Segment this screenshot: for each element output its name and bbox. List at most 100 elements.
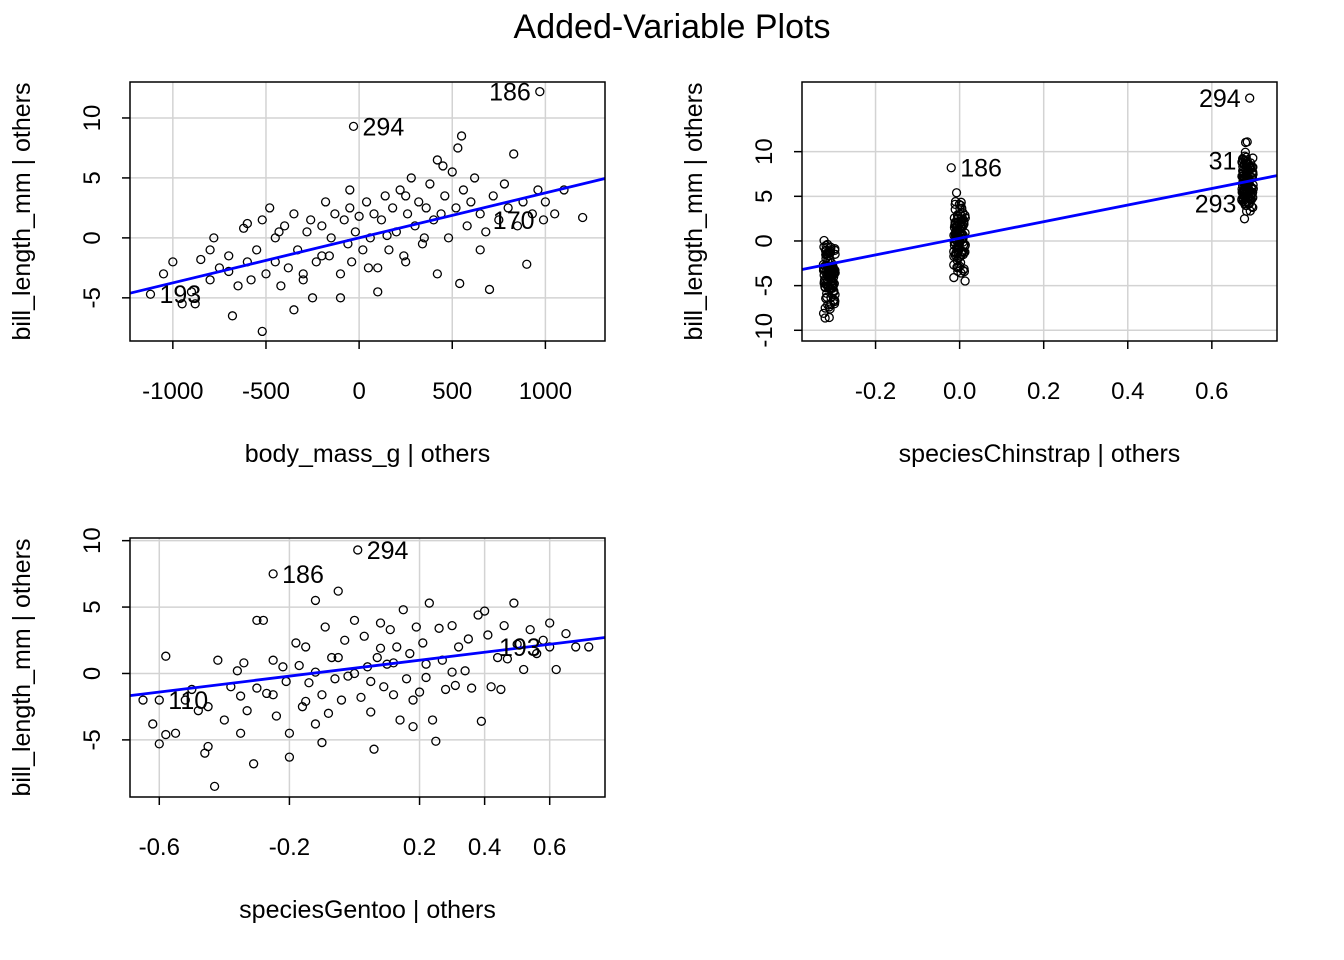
data-point: [209, 233, 219, 243]
plot-frame: [129, 537, 606, 798]
data-point: [375, 643, 386, 653]
data-point: [447, 621, 457, 631]
data-point: [345, 185, 355, 195]
data-point: [405, 648, 415, 659]
data-point: [824, 269, 834, 280]
data-point: [177, 299, 187, 309]
data-point: [354, 211, 364, 221]
data-point: [361, 197, 372, 207]
data-point: [353, 545, 363, 555]
data-point: [376, 215, 387, 225]
data-point: [301, 642, 311, 652]
data-point: [268, 690, 278, 700]
y-tick-label: 5: [751, 190, 778, 203]
plot-frame: [129, 81, 606, 342]
point-label: 294: [1199, 85, 1241, 113]
data-point: [193, 706, 203, 716]
y-tick-label: 10: [79, 105, 106, 132]
data-point: [268, 655, 278, 665]
data-point: [1242, 159, 1253, 169]
data-point: [406, 173, 416, 183]
data-point: [522, 259, 532, 269]
data-point: [540, 197, 551, 207]
x-tick-label: 0.4: [468, 834, 501, 861]
data-point: [545, 618, 555, 628]
data-point: [959, 216, 969, 227]
data-point: [456, 131, 467, 141]
data-point: [502, 654, 513, 664]
data-point: [451, 203, 461, 213]
data-point: [304, 678, 314, 688]
data-point: [301, 696, 311, 707]
data-point: [252, 683, 262, 693]
data-point: [402, 209, 413, 219]
data-point: [475, 245, 485, 255]
data-point: [289, 305, 299, 315]
data-point: [310, 595, 321, 606]
data-point: [481, 227, 491, 237]
data-point: [373, 287, 383, 297]
data-point: [388, 690, 399, 700]
data-point: [235, 691, 246, 701]
point-label: 186: [489, 79, 531, 107]
data-point: [408, 721, 418, 732]
data-point: [584, 642, 594, 652]
data-point: [180, 695, 190, 705]
x-tick-label: 0.2: [403, 834, 436, 861]
y-tick-label: 10: [751, 138, 778, 165]
y-axis-title: bill_length_mm | others: [8, 82, 36, 340]
data-point: [252, 615, 262, 625]
data-point: [512, 221, 523, 231]
data-point: [252, 245, 262, 255]
data-point: [453, 642, 464, 652]
data-point: [294, 660, 304, 671]
data-point: [551, 664, 561, 675]
data-point: [483, 630, 493, 640]
data-point: [205, 275, 215, 285]
data-point: [190, 299, 200, 309]
data-point: [317, 221, 327, 231]
data-point: [499, 179, 510, 189]
data-point: [233, 281, 243, 291]
data-point: [825, 304, 835, 314]
data-point: [358, 245, 368, 255]
data-point: [311, 257, 321, 267]
data-point: [265, 203, 275, 213]
data-point: [291, 638, 301, 648]
data-point: [242, 706, 252, 716]
x-tick-label: -0.2: [855, 378, 896, 405]
data-point: [946, 163, 956, 173]
data-point: [154, 739, 164, 749]
data-point: [248, 759, 259, 769]
x-tick-label: 0.6: [533, 834, 566, 861]
data-point: [320, 622, 330, 632]
data-point: [492, 652, 503, 663]
data-point: [432, 269, 443, 279]
data-point: [257, 215, 267, 225]
x-tick-label: -500: [242, 378, 290, 405]
data-point: [387, 203, 398, 213]
data-point: [418, 638, 428, 648]
data-point: [366, 676, 376, 687]
data-point: [161, 729, 171, 740]
data-point: [356, 692, 366, 703]
data-point: [1242, 137, 1252, 147]
data-point: [395, 715, 405, 725]
data-point: [284, 752, 295, 762]
data-point: [219, 715, 229, 725]
data-point: [829, 287, 839, 297]
data-point: [1246, 201, 1257, 212]
data-point: [463, 634, 474, 644]
point-label: 170: [493, 207, 535, 235]
data-point: [1238, 194, 1249, 204]
data-point: [339, 215, 349, 225]
data-point: [317, 251, 327, 261]
data-point: [186, 287, 197, 297]
x-tick-label: 0.6: [1195, 378, 1228, 405]
data-point: [1239, 214, 1250, 224]
data-point: [956, 197, 966, 207]
data-point: [469, 173, 480, 183]
plot-frame: [801, 81, 1278, 342]
data-point: [363, 263, 374, 273]
data-point: [213, 655, 223, 665]
